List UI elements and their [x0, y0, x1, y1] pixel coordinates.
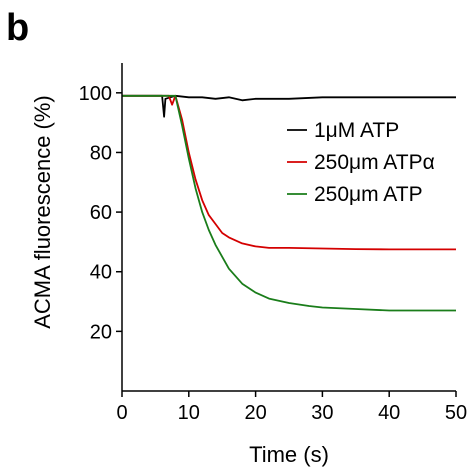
axes: 0 10 20 30 40 50 20 40 60 80 100: [79, 63, 467, 424]
x-tick-label-50: 50: [445, 402, 467, 424]
panel-letter: b: [6, 7, 29, 49]
y-tick-label-60: 60: [90, 202, 112, 224]
legend-label-1: 250μm ATPα: [314, 151, 435, 174]
series-line-0: [122, 94, 456, 118]
x-tick-label-0: 0: [116, 402, 127, 424]
x-tick-label-40: 40: [378, 402, 400, 424]
y-tick-label-40: 40: [90, 262, 112, 284]
y-tick-label-100: 100: [79, 83, 112, 105]
series-line-1: [122, 94, 456, 251]
x-tick-label-20: 20: [244, 402, 266, 424]
legend: 1μM ATP 250μm ATPα 250μm ATP: [287, 119, 435, 206]
series-line-2: [122, 94, 456, 312]
series-layer: [122, 94, 456, 312]
y-tick-label-20: 20: [90, 321, 112, 343]
y-tick-label-80: 80: [90, 142, 112, 164]
x-axis-title: Time (s): [249, 442, 329, 467]
legend-label-2: 250μm ATP: [314, 183, 423, 206]
x-tick-label-30: 30: [311, 402, 333, 424]
x-tick-label-10: 10: [178, 402, 200, 424]
y-axis-title: ACMA fluorescence (%): [30, 95, 55, 329]
legend-label-0: 1μM ATP: [314, 119, 399, 142]
